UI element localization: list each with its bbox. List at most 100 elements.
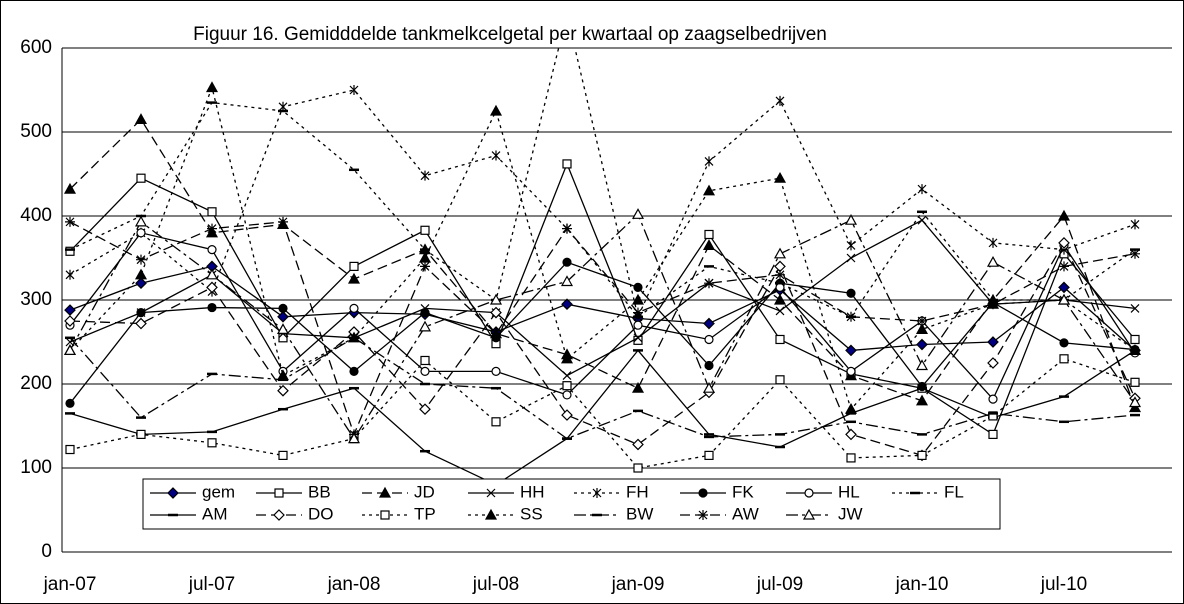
marker-shape bbox=[562, 371, 572, 381]
marker bbox=[1130, 377, 1140, 387]
legend-label: SS bbox=[520, 504, 543, 523]
marker bbox=[698, 488, 708, 498]
marker-shape bbox=[1057, 209, 1071, 221]
legend-label: gem bbox=[202, 482, 235, 501]
marker-shape bbox=[917, 215, 927, 225]
marker bbox=[562, 381, 572, 391]
marker-shape bbox=[418, 320, 432, 332]
marker bbox=[1058, 237, 1070, 249]
y-tick-label: 500 bbox=[20, 121, 52, 142]
marker bbox=[1057, 209, 1071, 221]
legend-label: BB bbox=[308, 482, 331, 501]
marker bbox=[633, 333, 643, 343]
marker bbox=[775, 269, 785, 280]
legend-label: TP bbox=[414, 504, 436, 523]
marker-shape bbox=[846, 366, 856, 376]
marker-shape bbox=[915, 359, 929, 371]
marker-shape bbox=[987, 336, 999, 348]
series-line bbox=[69, 241, 1136, 457]
series-line bbox=[69, 261, 1136, 404]
marker-shape bbox=[775, 375, 785, 385]
marker bbox=[846, 288, 856, 298]
marker bbox=[988, 299, 998, 310]
marker-shape bbox=[775, 269, 785, 280]
x-tick-label: jul-09 bbox=[756, 574, 803, 595]
marker bbox=[1130, 303, 1140, 313]
marker bbox=[561, 298, 573, 311]
marker bbox=[206, 281, 218, 294]
marker-shape bbox=[349, 261, 359, 271]
marker bbox=[63, 182, 77, 194]
marker bbox=[704, 334, 714, 345]
marker bbox=[704, 229, 714, 240]
marker bbox=[561, 409, 573, 421]
marker-shape bbox=[988, 429, 998, 439]
series-line bbox=[69, 162, 1136, 436]
marker bbox=[64, 315, 76, 327]
marker bbox=[136, 429, 146, 439]
marker-shape bbox=[135, 317, 147, 330]
marker bbox=[349, 303, 359, 313]
marker-shape bbox=[490, 306, 502, 319]
marker bbox=[420, 225, 430, 235]
marker bbox=[278, 303, 288, 313]
series-line bbox=[69, 232, 1136, 401]
marker-shape bbox=[420, 366, 430, 376]
marker-shape bbox=[846, 288, 856, 298]
marker bbox=[1057, 293, 1071, 305]
marker bbox=[917, 215, 927, 225]
marker bbox=[702, 239, 716, 250]
marker bbox=[349, 366, 359, 376]
marker-shape bbox=[206, 281, 218, 294]
marker bbox=[632, 438, 644, 451]
marker bbox=[207, 438, 217, 448]
marker bbox=[65, 246, 75, 256]
marker-shape bbox=[136, 308, 146, 318]
marker bbox=[278, 216, 288, 227]
marker bbox=[490, 306, 502, 319]
marker-shape bbox=[278, 333, 288, 343]
marker bbox=[419, 403, 431, 416]
marker-shape bbox=[65, 246, 75, 256]
marker-shape bbox=[1059, 261, 1069, 272]
marker bbox=[844, 402, 858, 414]
marker bbox=[347, 432, 361, 444]
marker bbox=[64, 304, 76, 316]
marker bbox=[136, 228, 146, 238]
marker bbox=[562, 371, 572, 381]
marker-shape bbox=[844, 213, 858, 225]
marker-shape bbox=[64, 304, 76, 316]
marker bbox=[63, 344, 77, 355]
marker-shape bbox=[704, 229, 714, 240]
marker-shape bbox=[915, 323, 929, 334]
marker-shape bbox=[347, 432, 361, 444]
marker-shape bbox=[491, 328, 501, 339]
marker bbox=[278, 450, 288, 460]
y-tick-label: 600 bbox=[20, 37, 52, 58]
marker bbox=[915, 359, 929, 371]
marker-shape bbox=[1059, 338, 1069, 348]
marker bbox=[917, 184, 927, 195]
marker-shape bbox=[698, 510, 708, 520]
marker-shape bbox=[65, 269, 75, 280]
legend-label: HL bbox=[838, 482, 860, 501]
marker-shape bbox=[561, 409, 573, 421]
marker-shape bbox=[633, 463, 643, 473]
marker-shape bbox=[917, 316, 927, 326]
legend: gem BB JD HH FH FK HL FL AM DO TP SS BW AW JW bbox=[142, 478, 1001, 530]
marker-shape bbox=[698, 488, 708, 498]
marker bbox=[136, 254, 146, 265]
marker-shape bbox=[349, 303, 359, 313]
marker-shape bbox=[592, 488, 602, 498]
marker bbox=[277, 310, 289, 323]
marker-shape bbox=[917, 450, 927, 460]
marker-shape bbox=[633, 282, 643, 292]
y-tick-label: 0 bbox=[41, 541, 52, 562]
chart-title: Figuur 16. Gemidddelde tankmelkcelgetal … bbox=[193, 24, 827, 45]
marker-shape bbox=[846, 311, 856, 322]
marker bbox=[491, 366, 501, 376]
marker bbox=[562, 390, 572, 400]
marker-shape bbox=[419, 403, 431, 416]
marker bbox=[704, 360, 714, 371]
marker-shape bbox=[846, 453, 856, 463]
